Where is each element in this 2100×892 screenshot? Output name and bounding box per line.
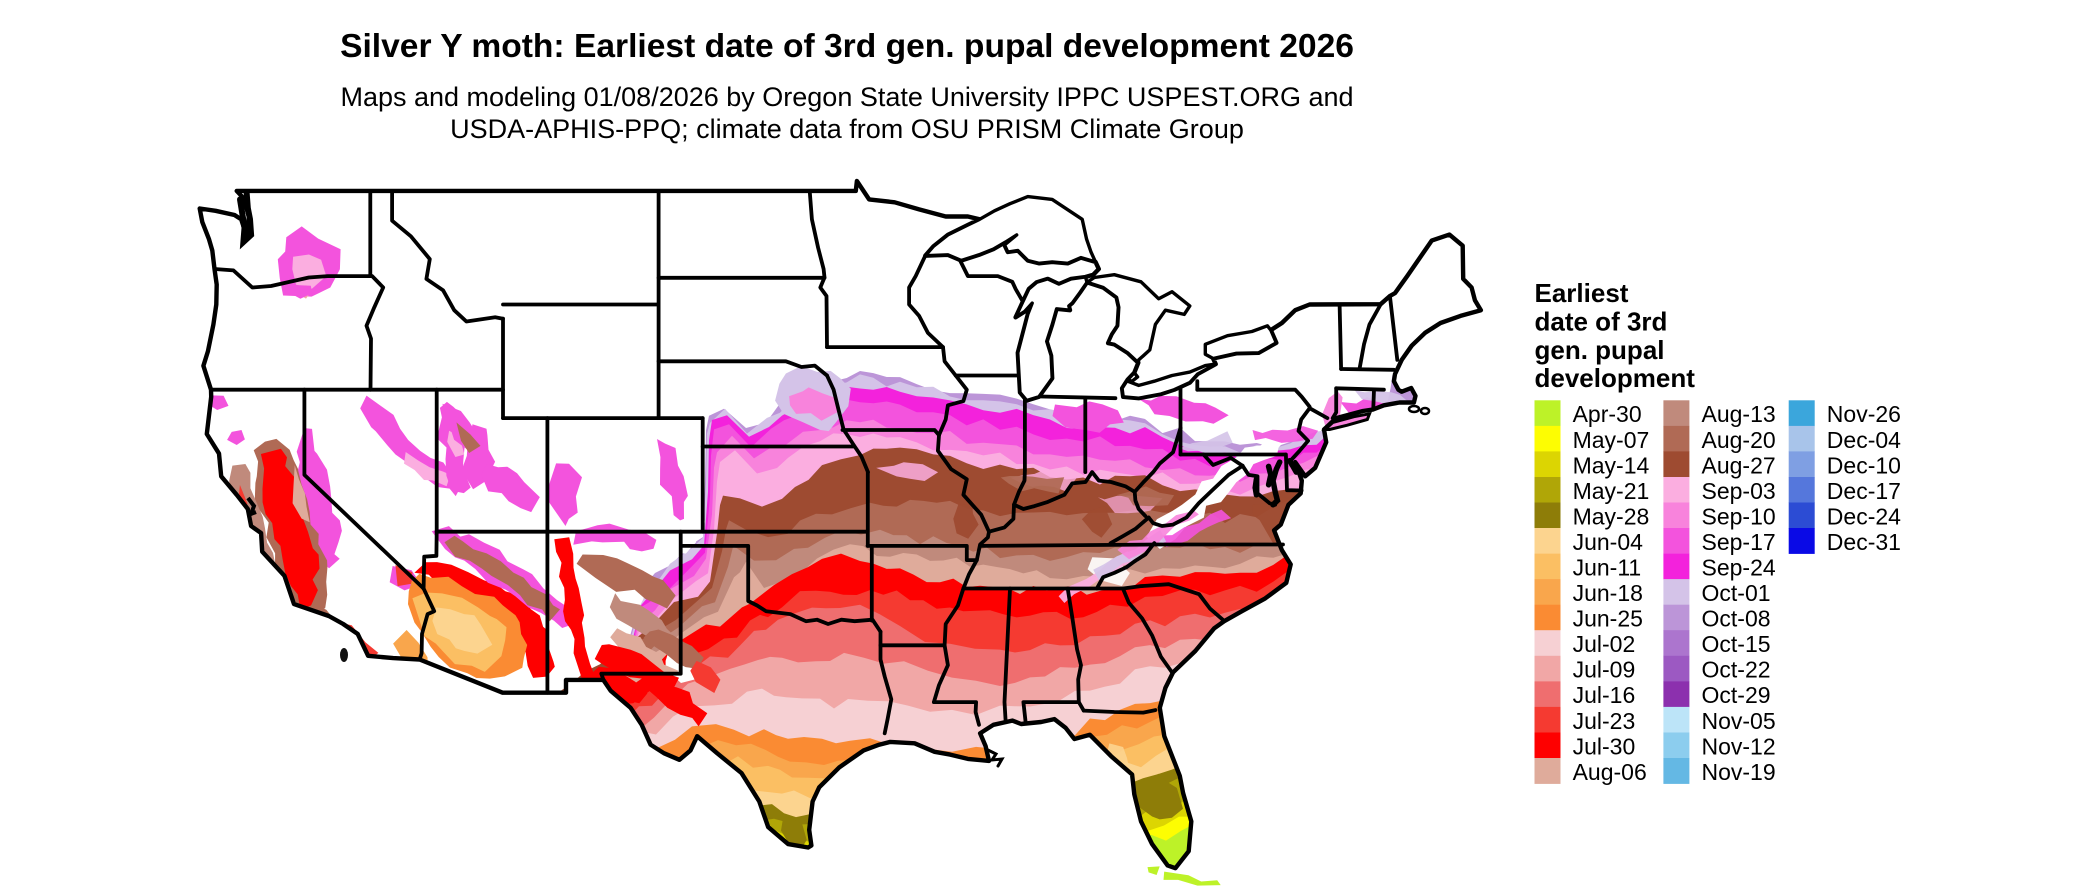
- svg-text:Jul-23: Jul-23: [1573, 708, 1636, 734]
- svg-text:USDA-APHIS-PPQ; climate data f: USDA-APHIS-PPQ; climate data from OSU PR…: [450, 114, 1244, 144]
- svg-text:Sep-10: Sep-10: [1702, 503, 1776, 529]
- svg-text:Earliest: Earliest: [1535, 278, 1629, 308]
- svg-text:gen. pupal: gen. pupal: [1535, 335, 1665, 365]
- svg-text:Apr-30: Apr-30: [1573, 401, 1642, 427]
- svg-text:Jun-04: Jun-04: [1573, 529, 1644, 555]
- svg-text:Jun-18: Jun-18: [1573, 580, 1643, 606]
- svg-text:Dec-31: Dec-31: [1827, 529, 1901, 555]
- svg-text:Sep-03: Sep-03: [1702, 478, 1776, 504]
- svg-text:Nov-26: Nov-26: [1827, 401, 1901, 427]
- svg-text:Nov-19: Nov-19: [1702, 759, 1776, 785]
- svg-text:Nov-05: Nov-05: [1702, 708, 1776, 734]
- svg-text:May-14: May-14: [1573, 452, 1650, 478]
- svg-text:Oct-29: Oct-29: [1702, 682, 1771, 708]
- svg-text:Silver Y moth: Earliest date o: Silver Y moth: Earliest date of 3rd gen.…: [340, 28, 1354, 65]
- svg-text:Aug-13: Aug-13: [1702, 401, 1776, 427]
- svg-text:Jun-11: Jun-11: [1573, 555, 1642, 581]
- svg-text:Jul-02: Jul-02: [1573, 631, 1636, 657]
- svg-text:May-21: May-21: [1573, 478, 1650, 504]
- svg-text:development: development: [1535, 363, 1696, 393]
- svg-text:Oct-22: Oct-22: [1702, 657, 1771, 683]
- svg-text:Nov-12: Nov-12: [1702, 733, 1776, 759]
- svg-text:date of 3rd: date of 3rd: [1535, 306, 1668, 336]
- svg-text:Dec-24: Dec-24: [1827, 503, 1901, 529]
- svg-text:Jul-30: Jul-30: [1573, 733, 1636, 759]
- svg-text:Jun-25: Jun-25: [1573, 606, 1643, 632]
- svg-text:Aug-27: Aug-27: [1702, 452, 1776, 478]
- svg-text:Jul-16: Jul-16: [1573, 682, 1636, 708]
- svg-text:Dec-04: Dec-04: [1827, 427, 1901, 453]
- svg-text:Sep-17: Sep-17: [1702, 529, 1776, 555]
- svg-text:Maps and modeling 01/08/2026 b: Maps and modeling 01/08/2026 by Oregon S…: [340, 82, 1353, 112]
- svg-text:Dec-10: Dec-10: [1827, 452, 1901, 478]
- svg-text:Dec-17: Dec-17: [1827, 478, 1901, 504]
- svg-text:Aug-06: Aug-06: [1573, 759, 1647, 785]
- svg-text:Aug-20: Aug-20: [1702, 427, 1776, 453]
- svg-text:May-07: May-07: [1573, 427, 1650, 453]
- svg-text:May-28: May-28: [1573, 503, 1650, 529]
- svg-text:Jul-09: Jul-09: [1573, 657, 1636, 683]
- svg-text:Oct-08: Oct-08: [1702, 606, 1771, 632]
- svg-text:Sep-24: Sep-24: [1702, 555, 1776, 581]
- svg-text:Oct-01: Oct-01: [1702, 580, 1771, 606]
- svg-text:Oct-15: Oct-15: [1702, 631, 1771, 657]
